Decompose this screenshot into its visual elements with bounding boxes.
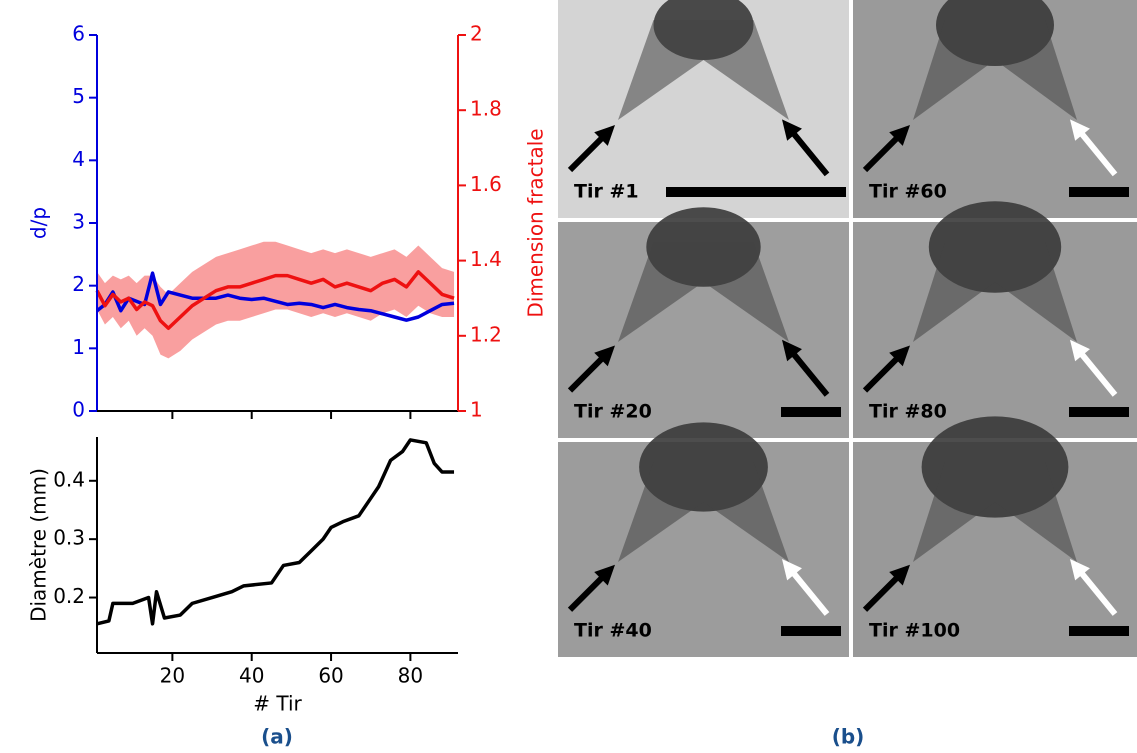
y-tick-label: 2 [72,272,85,296]
data-line [95,271,455,322]
y-tick-label: 0.3 [53,526,85,550]
arrow-head [782,339,802,362]
x-axis-label: # Tir [253,692,302,716]
panel-label: Tir #20 [574,401,652,423]
y2-tick-label: 2 [470,22,483,46]
caption: (b) [832,725,865,749]
panel-label: Tir #60 [869,181,947,203]
y-tick-label: 5 [72,84,85,108]
arrow-head [1070,339,1090,362]
y-tick-label: 0.4 [53,467,85,491]
arrow-head [594,125,615,146]
scale-bar [781,407,841,417]
x-tick-label: 20 [160,664,185,688]
y-tick-label: 6 [72,22,85,46]
panel-label: Tir #40 [574,620,652,642]
panel-label: Tir #100 [869,620,960,642]
jet-plume [913,462,1077,562]
data-line [95,270,455,331]
y-tick-label: 3 [72,210,85,234]
arrow-head [782,559,802,581]
arrow [788,568,830,616]
scale-bar [1069,407,1129,417]
arrow-head [889,125,910,146]
arrow [788,348,830,397]
y-tick-label: 4 [72,147,85,171]
arrow-head [594,564,615,586]
caption: (a) [261,725,293,749]
arrow [862,131,904,173]
y2-tick-label: 1.4 [470,247,502,271]
arrow-head [594,345,615,367]
data-line [96,438,455,626]
jet-plume [913,20,1077,120]
arrow [1076,348,1118,397]
arrow [788,128,830,177]
x-tick-label: 40 [239,664,264,688]
y2-axis-label: Dimension fractale [524,128,548,317]
arrow-head [1070,119,1090,141]
arrow [1076,568,1118,616]
arrow-head [1070,559,1090,581]
y-axis-label: d/p [27,207,51,239]
jet-plume [618,462,789,562]
arrow [1076,128,1118,177]
y2-tick-label: 1.2 [470,322,502,346]
scale-bar [1069,187,1129,197]
arrow [567,571,609,612]
arrow-head [889,345,910,367]
panel-label: Tir #80 [869,401,947,423]
y2-tick-label: 1.6 [470,172,502,196]
panel-label: Tir #1 [574,181,639,203]
arrow [862,352,904,393]
arrow [567,352,609,393]
y-tick-label: 1 [72,335,85,359]
arrow [862,571,904,612]
scale-bar [1069,626,1129,636]
jet-plume [618,20,789,120]
arrow [567,131,609,173]
x-tick-label: 80 [398,664,423,688]
scale-bar [666,187,846,197]
y2-tick-label: 1 [470,398,483,422]
jet-plume [618,242,789,342]
scale-bar [781,626,841,636]
arrow-head [782,119,802,141]
jet-plume [913,242,1077,342]
y-tick-label: 0 [72,398,85,422]
y-tick-label: 0.2 [53,584,85,608]
x-tick-label: 60 [318,664,343,688]
y-axis-label: Diamètre (mm) [27,468,51,622]
arrow-head [889,564,910,586]
y2-tick-label: 1.8 [470,97,502,121]
